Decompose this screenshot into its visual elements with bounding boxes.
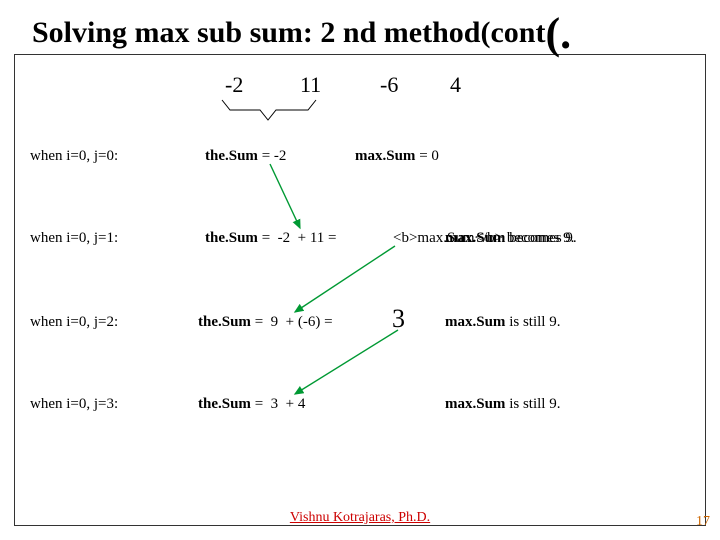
step3-label: when i=0, j=3: [30, 396, 118, 413]
step0-label: when i=0, j=0: [30, 148, 118, 165]
step1-thesum: the.Sum = -2 + 11 = [205, 230, 337, 247]
title-paren: (. [545, 9, 571, 58]
array-cell-0: -2 [225, 72, 243, 98]
step3-thesum: the.Sum = 3 + 4 [198, 396, 305, 413]
step2-maxsum: max.Sum is still 9. [445, 314, 560, 331]
slide-border [14, 54, 706, 526]
slide-title: Solving max sub sum: 2 nd method(cont(. [32, 8, 571, 59]
array-cell-3: 4 [450, 72, 461, 98]
step0-maxsum: max.Sum = 0 [355, 148, 439, 165]
step2-label: when i=0, j=2: [30, 314, 118, 331]
page-number: 17 [696, 514, 710, 530]
array-cell-2: -6 [380, 72, 398, 98]
step1-maxsum: max.Sum becomes 9. [445, 230, 577, 247]
step1-label: when i=0, j=1: [30, 230, 118, 247]
array-cell-1: 11 [300, 72, 321, 98]
step3-maxsum: max.Sum is still 9. [445, 396, 560, 413]
step2-thesum: the.Sum = 9 + (-6) = [198, 314, 333, 331]
title-main: Solving max sub sum: 2 nd method(cont [32, 16, 545, 49]
step2-result: 3 [392, 304, 405, 334]
footer-author: Vishnu Kotrajaras, Ph.D. [0, 510, 720, 526]
step0-thesum: the.Sum = -2 [205, 148, 286, 165]
